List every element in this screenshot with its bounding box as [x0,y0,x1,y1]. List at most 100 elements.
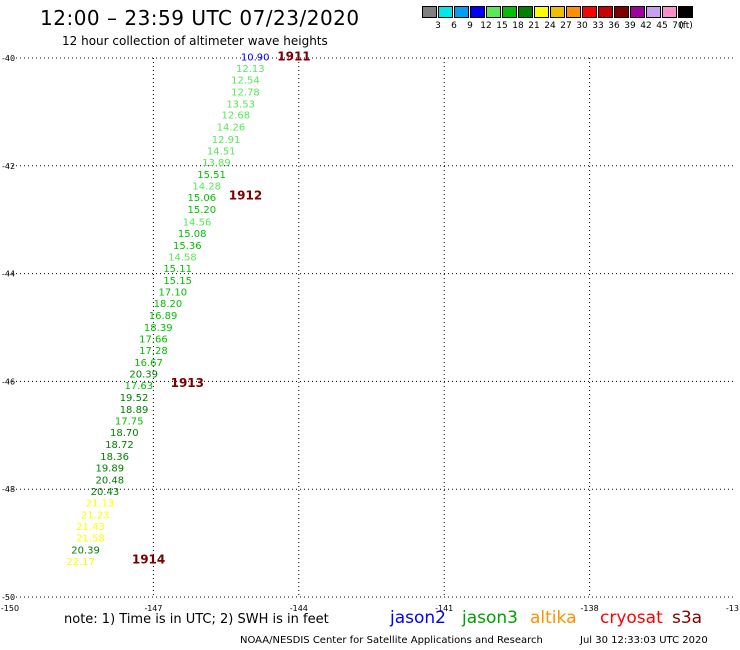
swh-value: 15.36 [173,241,202,252]
lat-tick-label: -44 [2,270,15,279]
satellite-cryosat: cryosat [600,608,663,628]
swh-value: 17.28 [139,346,168,357]
swh-value: 17.63 [125,381,154,392]
time-label: 1914 [132,552,165,566]
swh-value: 22.17 [66,557,95,568]
swh-value: 17.10 [158,287,187,298]
legend-label: 3 [435,21,441,31]
legend-label: 21 [528,21,540,31]
satellite-jason2: jason2 [390,608,446,628]
swh-value: 14.51 [207,147,236,158]
swh-value: 20.43 [91,487,120,498]
credit-text: NOAA/NESDIS Center for Satellite Applica… [240,635,543,646]
time-label: 1912 [229,188,262,202]
swh-value: 18.20 [154,299,183,310]
swh-value: 13.89 [202,158,231,169]
lon-tick-label: -138 [581,604,599,613]
legend-swatch [662,6,677,18]
legend-label: 9 [467,21,473,31]
swh-value: 19.52 [120,393,149,404]
legend-label: 33 [592,21,604,31]
satellite-s3a: s3a [672,608,703,628]
swh-value: 21.13 [86,499,115,510]
legend-swatch [614,6,629,18]
wave-height-legend: 3 6 9 12 15 18 21 24 27 30 33 36 39 42 45 70 (ft) [422,6,740,33]
legend-label: 6 [451,21,457,31]
time-label: 1911 [277,49,310,63]
swh-value: 18.36 [100,452,129,463]
satellite-altika: altika [530,608,577,628]
swh-value: 21.23 [81,511,110,522]
swh-value: 15.15 [163,276,192,287]
legend-swatch [534,6,549,18]
swh-value: 18.89 [120,405,149,416]
legend-label: 36 [608,21,620,31]
lon-tick-label: -144 [290,604,308,613]
legend-label: 27 [560,21,572,31]
axis-tick-labels: -150 -147 -144 -141 -138 -13 -40 -42 -44 -46 -48 -5… [1,54,739,613]
legend-swatch [582,6,597,18]
legend-label: 30 [576,21,588,31]
legend-swatch [518,6,533,18]
swh-value: 10.90 [241,52,270,63]
swh-value: 17.75 [115,417,144,428]
swh-value: 18.70 [110,428,139,439]
time-label: 1913 [171,376,204,390]
swh-value: 17.66 [139,334,168,345]
legend-labels: 3 6 9 12 15 18 21 24 27 30 33 36 39 42 45 70 (ft) [422,21,740,33]
legend-swatch [422,6,437,18]
legend-swatch [678,6,693,18]
swh-value: 20.48 [95,475,124,486]
legend-swatch [486,6,501,18]
legend-swatch [598,6,613,18]
swh-value: 13.53 [226,99,255,110]
swh-value: 20.39 [71,546,100,557]
lat-tick-label: -46 [2,377,15,386]
legend-label: (ft) [679,21,693,31]
generated-timestamp: Jul 30 12:33:03 UTC 2020 [580,635,708,646]
lat-tick-label: -42 [2,162,15,171]
legend-label: 24 [544,21,556,31]
lat-tick-label: -48 [2,485,15,494]
swh-value: 15.51 [197,170,226,181]
swh-value: 14.58 [168,252,197,263]
swh-value: 16.89 [149,311,178,322]
swh-value: 15.06 [188,193,217,204]
legend-label: 18 [512,21,524,31]
legend-label: 45 [656,21,668,31]
map-subtitle: 12 hour collection of altimeter wave hei… [62,34,328,48]
lon-tick-label: -147 [144,604,162,613]
legend-label: 70 [672,21,684,31]
legend-swatch [566,6,581,18]
legend-swatch [550,6,565,18]
lat-tick-label: -50 [2,593,15,602]
legend-swatch [646,6,661,18]
legend-label: 39 [624,21,636,31]
swh-value: 12.54 [231,76,260,87]
legend-label: 42 [640,21,652,31]
swh-value: 19.89 [95,464,124,475]
map-grid [8,57,735,598]
lon-tick-label: -150 [1,604,19,613]
swh-value: 12.91 [212,135,241,146]
swh-value: 15.08 [178,229,207,240]
time-labels: 1911 1912 1913 1914 [132,49,311,566]
swh-value: 15.11 [163,264,192,275]
swh-value: 21.58 [76,534,105,545]
map-title: 12:00 – 23:59 UTC 07/23/2020 [40,6,360,30]
legend-swatch [470,6,485,18]
legend-label: 12 [480,21,492,31]
swh-value: 18.39 [144,323,173,334]
swh-value: 14.56 [183,217,212,228]
legend-swatch [630,6,645,18]
legend-label: 15 [496,21,508,31]
swh-value: 12.13 [236,64,265,75]
footnote: note: 1) Time is in UTC; 2) SWH is in fe… [64,612,329,627]
lon-tick-label: -13 [726,604,739,613]
swh-value: 16.67 [134,358,163,369]
swh-value: 18.72 [105,440,134,451]
swh-value: 14.26 [217,122,246,133]
legend-swatches [422,6,740,18]
swh-value: 21.43 [76,522,105,533]
